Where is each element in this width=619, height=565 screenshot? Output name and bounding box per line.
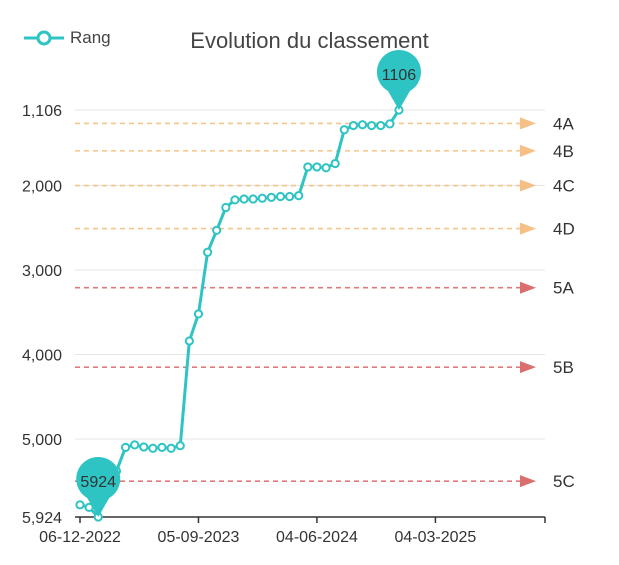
y-tick-label: 5,000 — [22, 432, 62, 449]
chart-title: Evolution du classement — [190, 28, 429, 53]
data-point — [221, 202, 231, 213]
threshold-label: 4D — [553, 220, 575, 239]
data-point — [248, 194, 258, 204]
x-tick-label: 05-09-2023 — [158, 529, 240, 546]
legend-label: Rang — [70, 28, 111, 47]
y-tick-label: 5,924 — [22, 510, 62, 527]
data-point — [120, 442, 131, 452]
y-tick-label: 3,000 — [22, 263, 62, 280]
marker-pin-shape — [76, 456, 121, 517]
data-point — [367, 120, 377, 131]
threshold-label: 4A — [553, 114, 574, 133]
threshold-arrow-icon — [520, 144, 536, 157]
threshold-label: 4B — [553, 142, 574, 161]
threshold-label: 5A — [553, 279, 574, 298]
data-point — [148, 443, 158, 453]
threshold-arrow-icon — [520, 475, 536, 488]
y-tick-label: 2,000 — [22, 179, 62, 196]
marker-pin-shape — [376, 49, 421, 110]
data-point — [339, 125, 349, 135]
data-point — [312, 162, 322, 172]
legend[interactable]: Rang — [24, 28, 111, 48]
data-point — [212, 225, 222, 235]
data-point — [376, 120, 386, 131]
threshold-arrow-icon — [520, 361, 536, 374]
series-line — [79, 109, 401, 519]
threshold-label: 5C — [553, 472, 575, 491]
data-point — [175, 441, 185, 451]
data-point — [294, 191, 304, 201]
threshold-arrow-icon — [520, 179, 536, 192]
data-point — [285, 191, 295, 202]
marker-pin: 1106 — [376, 49, 421, 110]
threshold-arrow-icon — [520, 117, 536, 130]
data-point — [230, 195, 240, 205]
data-point — [184, 336, 194, 346]
data-point — [303, 162, 313, 172]
marker-label: 5924 — [80, 474, 116, 491]
y-tick-label: 4,000 — [22, 347, 62, 364]
threshold-arrow-icon — [520, 222, 536, 235]
data-point — [266, 192, 276, 202]
x-tick-label: 06-12-2022 — [39, 529, 121, 546]
data-point — [157, 442, 167, 452]
threshold-label: 4C — [553, 177, 575, 196]
data-point — [321, 163, 331, 173]
data-point — [75, 500, 85, 510]
data-point — [275, 191, 286, 202]
data-point — [330, 158, 340, 169]
legend-line-icon — [24, 30, 64, 46]
y-tick-label: 1,106 — [22, 103, 62, 120]
data-point — [202, 247, 213, 257]
data-point — [348, 120, 358, 131]
x-tick-label: 04-06-2024 — [276, 529, 358, 546]
x-tick-label: 04-03-2025 — [394, 529, 476, 546]
data-point — [193, 309, 204, 319]
marker-label: 1106 — [382, 67, 417, 84]
data-point — [357, 120, 368, 130]
threshold-arrow-icon — [520, 281, 536, 294]
data-point — [257, 193, 267, 203]
threshold-label: 5B — [553, 358, 574, 377]
data-point — [166, 443, 176, 453]
data-point — [139, 442, 149, 452]
marker-pin: 5924 — [76, 456, 121, 517]
data-point — [130, 440, 140, 450]
data-point — [239, 194, 249, 204]
data-point — [385, 119, 395, 129]
